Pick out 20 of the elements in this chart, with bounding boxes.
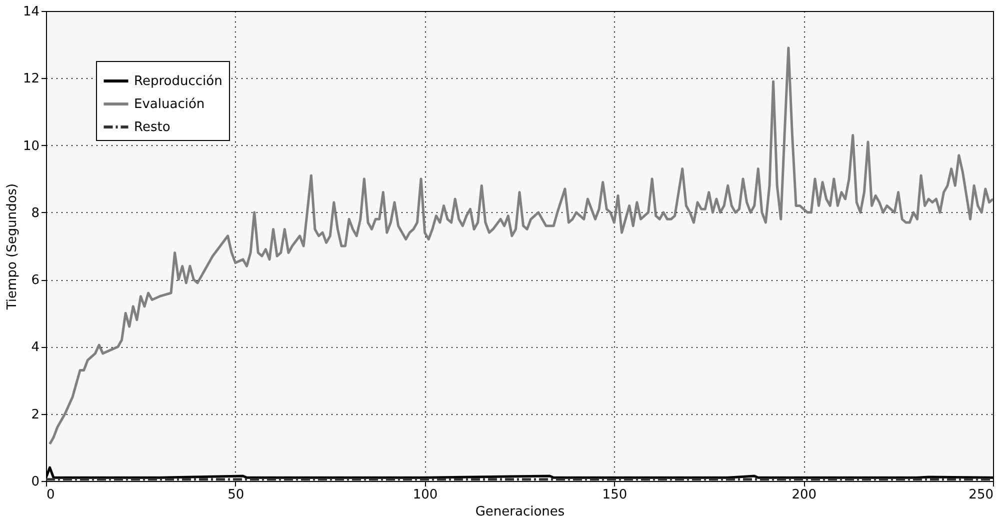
x-tick-label: 0 xyxy=(46,488,55,502)
y-tick-label: 0 xyxy=(31,474,40,490)
x-tick-label: 50 xyxy=(228,488,244,502)
legend-label: Resto xyxy=(134,120,170,135)
legend-label: Evaluación xyxy=(134,97,205,112)
y-tick-label: 10 xyxy=(22,138,40,154)
x-tick-label: 250 xyxy=(968,488,994,502)
legend-label: Reproducción xyxy=(134,74,222,89)
y-tick-label: 6 xyxy=(31,273,40,288)
y-tick-label: 14 xyxy=(22,4,40,20)
x-tick-label: 150 xyxy=(602,488,628,502)
line-series xyxy=(48,46,993,446)
y-tick-label: 2 xyxy=(31,407,40,422)
x-tick-label: 100 xyxy=(412,488,438,502)
y-tick-label: 12 xyxy=(22,72,40,87)
y-tick-label: 4 xyxy=(31,340,40,356)
y-tick-label: 8 xyxy=(31,206,40,221)
x-axis-title: Generaciones xyxy=(475,504,565,520)
x-tick-label: 200 xyxy=(792,488,817,502)
y-axis-title: Tiempo (Segundos) xyxy=(4,183,20,311)
